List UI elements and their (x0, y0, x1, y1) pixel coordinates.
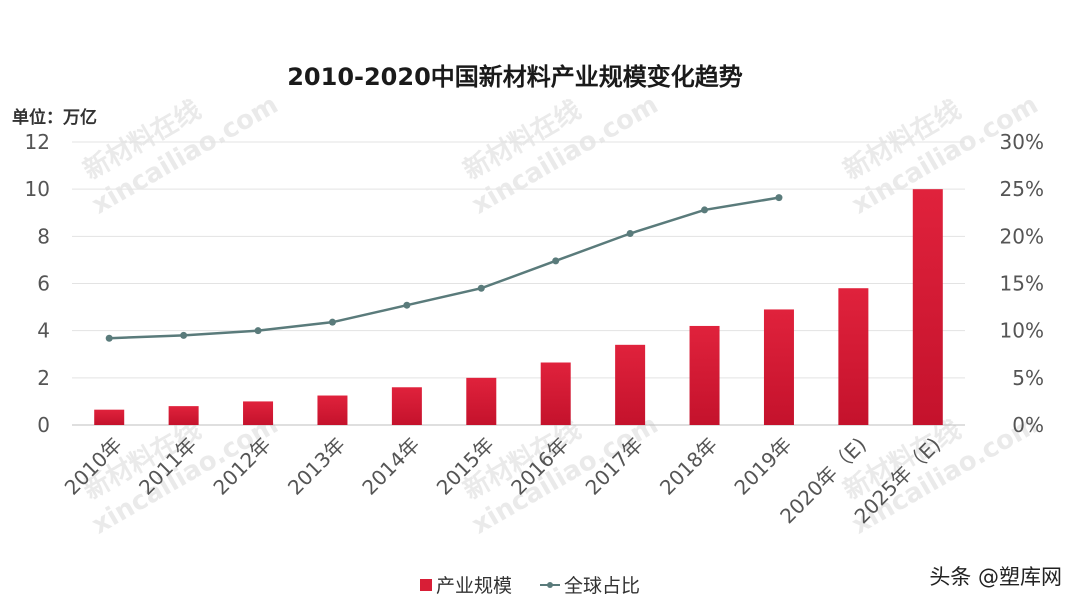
x-tick-label: 2013年 (283, 433, 350, 500)
line-series (105, 194, 783, 342)
x-tick-label: 2019年 (729, 433, 796, 500)
y-right-tick-label: 10% (1000, 319, 1044, 343)
legend-line-label: 全球占比 (564, 575, 640, 597)
y-right-tick-label: 30% (1000, 130, 1044, 154)
x-tick-label: 2018年 (655, 433, 722, 500)
line-point (403, 301, 411, 309)
y-left-tick-label: 0 (37, 413, 50, 437)
gridlines (72, 141, 965, 426)
y-right-tick-label: 5% (1012, 366, 1044, 390)
legend-line-marker (547, 582, 553, 588)
bar (912, 189, 943, 425)
bar (94, 409, 125, 425)
y-right-tick-label: 20% (1000, 224, 1044, 248)
bar (317, 395, 348, 425)
line-point (775, 194, 783, 202)
bar (168, 406, 199, 425)
legend-bar-swatch (420, 579, 432, 591)
series-line (109, 196, 780, 340)
y-left-tick-label: 6 (37, 272, 50, 296)
bar (391, 387, 422, 425)
y-axis-right: 0% 5% 10% 15% 20% 25% 30% (1000, 130, 1044, 437)
bar (763, 309, 794, 425)
bar (466, 377, 497, 425)
chart-title: 2010-2020中国新材料产业规模变化趋势 (287, 63, 743, 91)
legend: 产业规模 全球占比 (420, 575, 640, 597)
unit-label: 单位：万亿 (12, 107, 97, 128)
bar (615, 344, 646, 425)
y-left-tick-label: 8 (37, 224, 50, 248)
y-axis-left: 0 2 4 6 8 10 12 (25, 130, 50, 437)
line-point (254, 327, 262, 335)
line-point (701, 206, 709, 214)
y-left-tick-label: 2 (37, 366, 50, 390)
y-left-tick-label: 10 (25, 177, 50, 201)
bar (243, 401, 274, 425)
bar (838, 288, 869, 425)
line-point (626, 230, 634, 238)
bar (540, 362, 571, 425)
line-point (552, 257, 560, 265)
branding-text: 头条 @塑库网 (929, 565, 1062, 589)
line-point (328, 318, 336, 326)
x-tick-label: 2014年 (357, 433, 424, 500)
line-point (180, 331, 188, 339)
y-left-tick-label: 4 (37, 319, 50, 343)
y-right-tick-label: 25% (1000, 177, 1044, 201)
bar (689, 325, 720, 425)
line-point (477, 284, 485, 292)
y-left-tick-label: 12 (25, 130, 50, 154)
legend-bar-label: 产业规模 (436, 575, 512, 597)
line-point (105, 334, 113, 342)
y-right-tick-label: 0% (1012, 413, 1044, 437)
y-right-tick-label: 15% (1000, 272, 1044, 296)
bar-series (94, 189, 943, 425)
